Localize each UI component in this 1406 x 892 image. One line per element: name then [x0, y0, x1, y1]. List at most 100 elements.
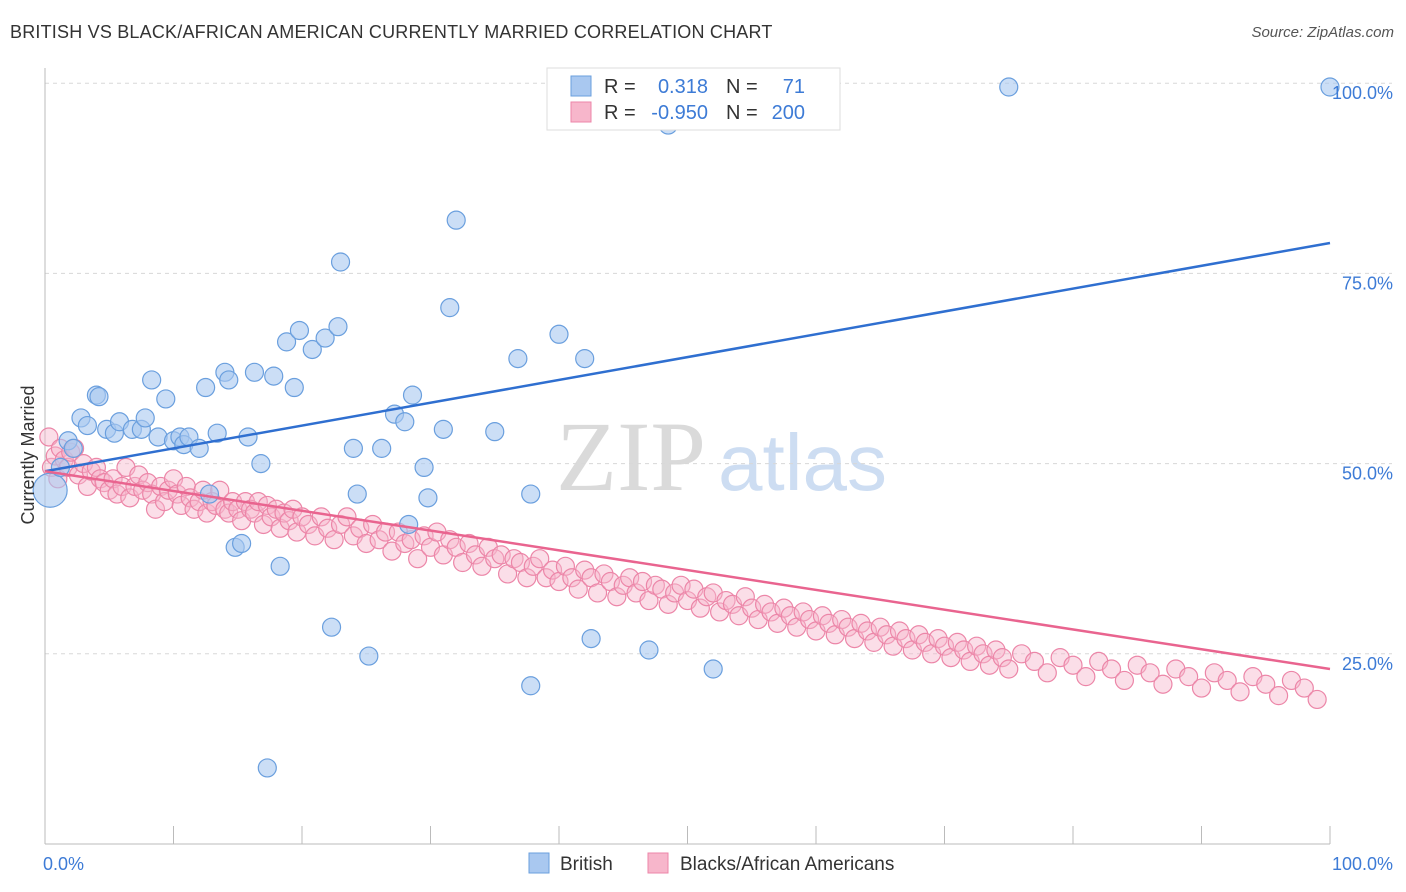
- y-tick-label: 50.0%: [1342, 464, 1393, 484]
- data-point-blacks: [408, 549, 428, 569]
- data-point-blacks: [568, 579, 588, 599]
- source-credit: Source: ZipAtlas.com: [1251, 24, 1394, 41]
- legend-label-blacks: Blacks/African Americans: [680, 854, 894, 875]
- data-point-blacks: [851, 613, 871, 633]
- data-point-blacks: [1230, 682, 1250, 702]
- data-point-british: [446, 210, 466, 230]
- legend-label-british: British: [560, 854, 613, 875]
- data-point-british: [289, 320, 310, 341]
- data-point-british: [414, 457, 434, 478]
- data-point-british: [508, 349, 528, 369]
- watermark-zip: ZIP: [556, 401, 706, 512]
- data-point-blacks: [915, 632, 935, 652]
- data-point-blacks: [909, 625, 929, 645]
- trend-line-british: [44, 241, 1331, 473]
- data-point-blacks: [517, 568, 537, 588]
- data-point-british: [257, 758, 277, 778]
- data-point-blacks: [39, 427, 59, 447]
- data-point-british: [1320, 77, 1340, 97]
- data-point-blacks: [877, 625, 897, 645]
- data-point-blacks: [1294, 678, 1314, 698]
- data-point-blacks: [530, 549, 550, 569]
- stats-swatch-blacks: [570, 101, 592, 123]
- tick-labels: 25.0% 50.0% 75.0% 100.0% 0.0% 100.0%: [43, 83, 1393, 874]
- data-point-british: [199, 484, 220, 504]
- data-point-british: [433, 419, 453, 439]
- stats-r-british: 0.318: [658, 76, 708, 98]
- data-point-british: [359, 646, 379, 666]
- data-point-blacks: [1191, 678, 1212, 698]
- data-point-british: [270, 556, 290, 576]
- data-point-british: [485, 422, 505, 442]
- data-point-british: [232, 533, 252, 554]
- data-point-blacks: [973, 644, 993, 664]
- data-point-blacks: [761, 602, 781, 622]
- data-point-blacks: [1256, 674, 1276, 694]
- data-point-blacks: [1024, 651, 1045, 672]
- data-point-british: [276, 332, 297, 352]
- data-point-british: [156, 389, 176, 409]
- data-point-british: [418, 488, 438, 508]
- data-point-blacks: [690, 598, 710, 618]
- data-point-british: [315, 328, 335, 348]
- data-point-british: [251, 454, 271, 474]
- stats-n-label-2: N =: [726, 102, 758, 124]
- legend: British Blacks/African Americans: [528, 852, 894, 875]
- data-point-british: [343, 438, 363, 458]
- data-point-british: [207, 423, 227, 443]
- data-point-blacks: [594, 564, 614, 584]
- data-point-british: [77, 415, 98, 436]
- data-point-british: [32, 472, 68, 508]
- data-point-blacks: [1307, 689, 1327, 710]
- stats-n-blacks: 200: [772, 102, 805, 124]
- data-point-blacks: [1114, 670, 1135, 691]
- data-point-blacks: [992, 648, 1012, 668]
- data-point-blacks: [491, 545, 511, 565]
- data-point-blacks: [1063, 655, 1083, 675]
- data-point-blacks: [536, 568, 556, 588]
- data-point-british: [575, 349, 595, 369]
- data-point-blacks: [369, 530, 389, 550]
- data-point-blacks: [934, 636, 955, 656]
- data-point-blacks: [287, 522, 307, 542]
- data-point-blacks: [799, 609, 820, 630]
- data-point-blacks: [812, 606, 833, 626]
- data-point-british: [89, 387, 109, 407]
- data-point-british: [328, 317, 348, 337]
- data-point-british: [264, 366, 284, 386]
- data-point-blacks: [947, 632, 967, 652]
- legend-swatch-british: [528, 852, 550, 874]
- data-point-british: [521, 484, 541, 504]
- data-point-british: [284, 377, 304, 398]
- y-tick-label: 25.0%: [1342, 654, 1393, 674]
- y-tick-label: 100.0%: [1332, 83, 1393, 103]
- stats-r-label-2: R =: [604, 102, 636, 124]
- data-point-british: [244, 362, 265, 382]
- data-point-blacks: [819, 613, 839, 633]
- trend-lines: [44, 241, 1331, 671]
- legend-swatch-blacks: [647, 852, 669, 874]
- data-point-blacks: [1217, 670, 1237, 691]
- data-point-british: [581, 628, 601, 649]
- data-point-british: [302, 339, 322, 360]
- chart-title: BRITISH VS BLACK/AFRICAN AMERICAN CURREN…: [10, 22, 773, 42]
- data-point-blacks: [889, 621, 910, 641]
- data-point-british: [372, 438, 392, 458]
- data-point-blacks: [735, 587, 755, 607]
- data-point-british: [703, 659, 723, 679]
- data-point-british: [196, 377, 216, 398]
- data-point-british: [549, 324, 569, 344]
- stats-n-label: N =: [726, 76, 758, 98]
- data-point-blacks: [774, 598, 794, 618]
- data-point-blacks: [870, 617, 890, 637]
- stats-r-blacks: -0.950: [651, 102, 708, 124]
- data-point-blacks: [742, 598, 762, 618]
- data-point-british: [330, 252, 351, 272]
- data-point-blacks: [279, 511, 299, 531]
- stats-swatch-british: [570, 75, 592, 97]
- data-point-blacks: [928, 628, 948, 649]
- data-point-british: [521, 676, 541, 696]
- data-point-blacks: [1179, 667, 1199, 687]
- data-point-blacks: [356, 533, 376, 554]
- series-british: [32, 77, 1340, 778]
